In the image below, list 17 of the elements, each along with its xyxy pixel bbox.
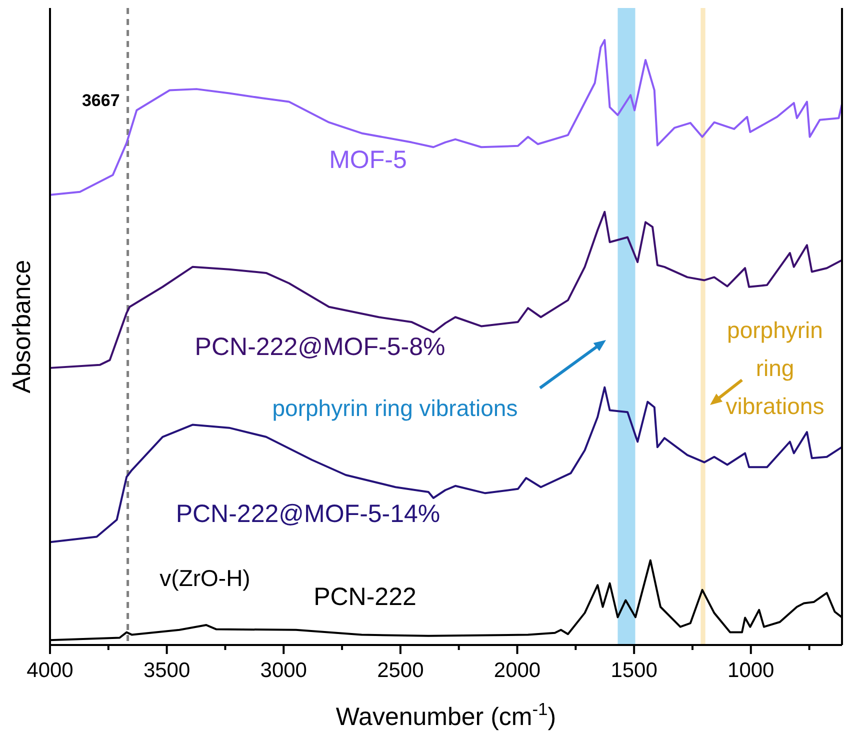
x-tick-label: 2500 <box>377 659 424 682</box>
x-tick-label: 4000 <box>26 659 74 682</box>
x-tick-label: 3500 <box>143 659 190 682</box>
x-axis-title: Wavenumber (cm$^{-1}$) <box>336 699 556 731</box>
ref-line-label: 3667 <box>82 91 120 110</box>
series-label: PCN-222@MOF-5-14% <box>176 500 440 528</box>
annotation: porphyrin ring vibrations <box>272 395 518 421</box>
x-tick-label: 3000 <box>260 659 307 682</box>
y-axis-title: Absorbance <box>8 260 36 394</box>
band-label: porphyrin ring vibrations <box>726 317 824 419</box>
annotation: v(ZrO-H) <box>160 565 250 591</box>
x-tick-label: 2000 <box>494 659 541 682</box>
series-label: MOF-5 <box>329 146 407 174</box>
series-label: PCN-222 <box>314 583 416 611</box>
x-tick-label: 1500 <box>610 659 658 682</box>
x-tick-label: 1000 <box>728 659 774 682</box>
series-label: PCN-222@MOF-5-8% <box>194 333 446 361</box>
